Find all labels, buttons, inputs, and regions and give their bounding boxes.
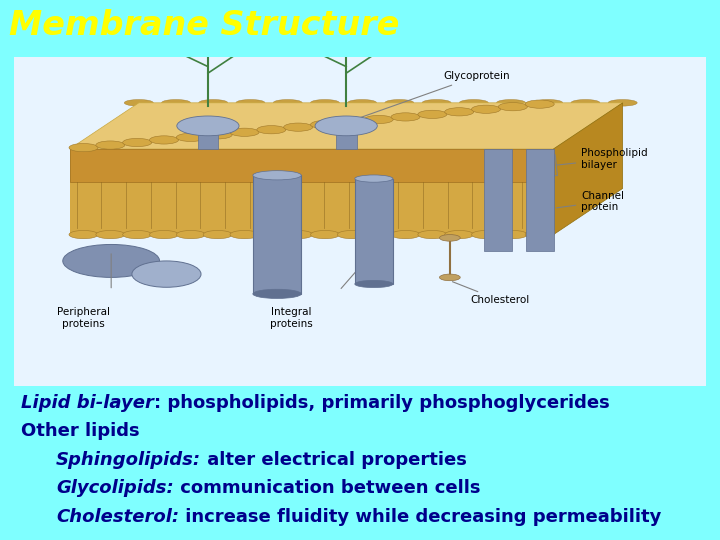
Ellipse shape xyxy=(315,116,377,136)
Ellipse shape xyxy=(236,99,265,106)
Text: Other lipids: Other lipids xyxy=(22,422,140,440)
Text: Cholesterol:: Cholesterol: xyxy=(56,508,179,525)
Ellipse shape xyxy=(498,231,527,239)
Ellipse shape xyxy=(608,99,637,106)
Ellipse shape xyxy=(355,175,393,182)
Text: Cholesterol: Cholesterol xyxy=(452,282,530,306)
Polygon shape xyxy=(70,149,554,182)
Text: Channel
protein: Channel protein xyxy=(557,191,624,212)
Ellipse shape xyxy=(176,133,205,141)
Text: Peripheral
proteins: Peripheral proteins xyxy=(57,307,110,329)
Bar xyxy=(485,149,512,251)
Bar xyxy=(355,179,393,284)
Ellipse shape xyxy=(257,126,286,134)
Text: Glycolipids:: Glycolipids: xyxy=(56,479,174,497)
Text: Membrane Structure: Membrane Structure xyxy=(9,9,400,42)
Ellipse shape xyxy=(338,231,366,239)
Text: communication between cells: communication between cells xyxy=(174,479,480,497)
Bar xyxy=(197,132,218,149)
Ellipse shape xyxy=(177,116,239,136)
Ellipse shape xyxy=(310,99,339,106)
Ellipse shape xyxy=(150,231,179,239)
Ellipse shape xyxy=(257,231,286,239)
Ellipse shape xyxy=(284,123,312,131)
Ellipse shape xyxy=(459,99,488,106)
Ellipse shape xyxy=(355,280,393,288)
Ellipse shape xyxy=(203,231,233,239)
Text: increase fluidity while decreasing permeability: increase fluidity while decreasing perme… xyxy=(179,508,662,525)
Ellipse shape xyxy=(69,231,98,239)
Ellipse shape xyxy=(472,231,500,239)
Ellipse shape xyxy=(534,99,563,106)
Ellipse shape xyxy=(253,171,301,180)
Polygon shape xyxy=(70,149,554,234)
Text: Phospholipid
bilayer: Phospholipid bilayer xyxy=(553,148,648,176)
Ellipse shape xyxy=(525,100,554,108)
Ellipse shape xyxy=(422,99,451,106)
Ellipse shape xyxy=(439,274,460,281)
Ellipse shape xyxy=(310,120,340,129)
Bar xyxy=(336,132,356,149)
Ellipse shape xyxy=(445,231,474,239)
Polygon shape xyxy=(70,103,623,149)
Text: Glycoprotein: Glycoprotein xyxy=(348,71,510,122)
Ellipse shape xyxy=(122,138,152,147)
Ellipse shape xyxy=(96,231,125,239)
Ellipse shape xyxy=(384,99,414,106)
Ellipse shape xyxy=(273,99,302,106)
Ellipse shape xyxy=(125,99,153,106)
Text: alter electrical properties: alter electrical properties xyxy=(201,451,467,469)
Ellipse shape xyxy=(161,99,191,106)
Ellipse shape xyxy=(122,231,152,239)
Text: Integral
proteins: Integral proteins xyxy=(269,307,312,329)
Text: : phospholipids, primarily phosphoglycerides: : phospholipids, primarily phosphoglycer… xyxy=(154,394,610,412)
Ellipse shape xyxy=(525,231,554,239)
Ellipse shape xyxy=(96,141,125,149)
Ellipse shape xyxy=(439,234,460,241)
Bar xyxy=(253,176,301,294)
Ellipse shape xyxy=(571,99,600,106)
Ellipse shape xyxy=(348,99,377,106)
Ellipse shape xyxy=(472,105,500,113)
Ellipse shape xyxy=(498,103,527,111)
FancyBboxPatch shape xyxy=(14,0,720,386)
Ellipse shape xyxy=(230,128,259,137)
Bar xyxy=(526,149,554,251)
Text: Sphingolipids:: Sphingolipids: xyxy=(56,451,201,469)
Ellipse shape xyxy=(418,231,447,239)
Text: Sugar residues
of glycoprotein: Sugar residues of glycoprotein xyxy=(0,539,1,540)
Ellipse shape xyxy=(364,116,393,124)
Ellipse shape xyxy=(253,289,301,299)
Ellipse shape xyxy=(497,99,526,106)
Ellipse shape xyxy=(391,113,420,121)
Ellipse shape xyxy=(230,231,259,239)
Ellipse shape xyxy=(284,231,312,239)
Polygon shape xyxy=(554,103,623,234)
Ellipse shape xyxy=(176,231,205,239)
Ellipse shape xyxy=(364,231,393,239)
Ellipse shape xyxy=(199,99,228,106)
Ellipse shape xyxy=(418,110,447,118)
Ellipse shape xyxy=(391,231,420,239)
Ellipse shape xyxy=(203,131,233,139)
Ellipse shape xyxy=(338,118,366,126)
Text: Lipid bi-layer: Lipid bi-layer xyxy=(22,394,154,412)
Ellipse shape xyxy=(69,144,98,152)
Ellipse shape xyxy=(150,136,179,144)
Ellipse shape xyxy=(310,231,340,239)
Ellipse shape xyxy=(63,245,160,278)
Ellipse shape xyxy=(445,107,474,116)
Ellipse shape xyxy=(132,261,201,287)
